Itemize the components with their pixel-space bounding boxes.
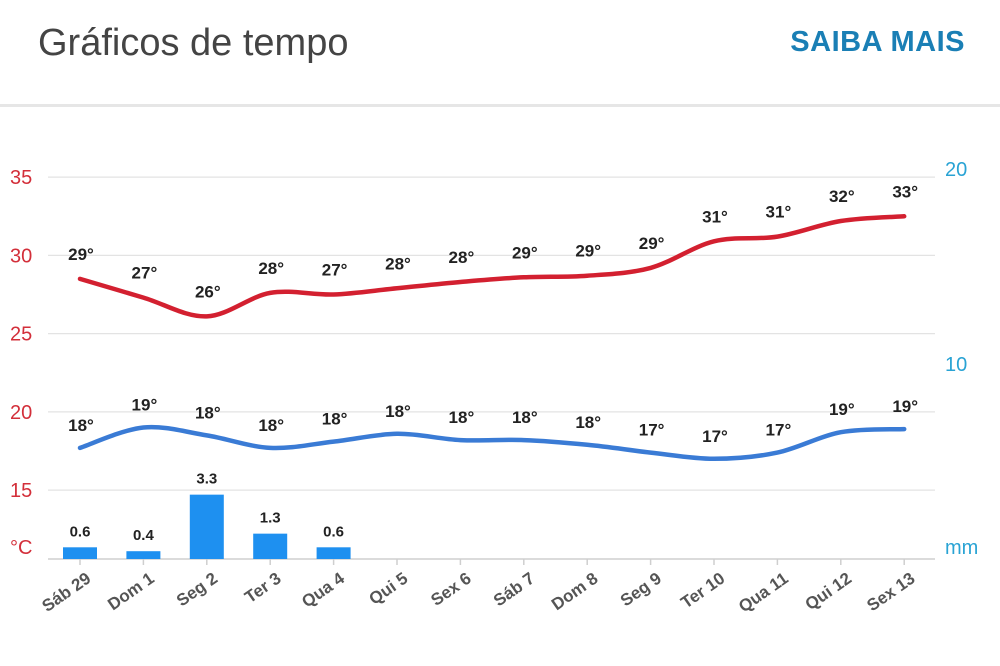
min-temp-label: 17° (639, 421, 665, 440)
saiba-mais-link[interactable]: SAIBA MAIS (790, 26, 965, 58)
left-tick-label: 30 (10, 245, 32, 267)
rain-bar (253, 533, 288, 559)
max-temp-label: 32° (829, 187, 855, 206)
x-tick-label: Sáb 29 (38, 569, 94, 616)
max-temp-label: 26° (195, 282, 221, 301)
min-temp-label: 18° (512, 408, 538, 427)
x-tick-label: Ter 10 (677, 569, 728, 613)
x-tick-label: Sex 13 (863, 569, 918, 615)
min-temp-label: 18° (258, 416, 284, 435)
page-title: Gráficos de tempo (38, 22, 349, 64)
data-labels: 29° 27° 26° 28° 27° 28° 28° 29° 29° 29° 31° 31° 32° 3… (68, 182, 918, 544)
min-temp-label: 18° (195, 403, 221, 422)
right-tick-label: 20 (945, 159, 967, 181)
header-divider (0, 104, 1000, 107)
x-tick-label: Qua 4 (298, 568, 348, 611)
x-tick-label: Dom 8 (548, 569, 601, 614)
min-temp-label: 19° (829, 400, 855, 419)
x-tick-label: Qua 11 (735, 569, 792, 617)
max-temp-label: 33° (892, 182, 918, 201)
min-temp-label: 18° (449, 408, 475, 427)
max-temp-label: 29° (575, 242, 601, 261)
min-temp-label: 17° (702, 427, 728, 446)
max-temp-label: 27° (132, 264, 158, 283)
x-tick-label: Ter 3 (241, 569, 284, 607)
left-tick-label: 25 (10, 324, 32, 346)
rain-label: 0.4 (133, 527, 155, 544)
right-axis-unit: mm (945, 537, 978, 559)
max-temp-label: 29° (639, 234, 665, 253)
rain-label: 3.3 (196, 471, 217, 488)
rain-bar (189, 494, 224, 559)
x-tick-label: Qui 5 (366, 569, 412, 609)
x-tick-label: Sex 6 (427, 569, 474, 610)
header: Gráficos de tempo SAIBA MAIS (0, 0, 1000, 105)
axes: °C mm 35 30 25 20 15 20 10 Sáb 29 Dom 1 Seg 2 Ter … (10, 159, 978, 616)
x-tick-label: Qui 12 (802, 569, 855, 614)
rain-bar (316, 547, 351, 559)
grid (48, 176, 935, 565)
right-tick-label: 10 (945, 354, 967, 376)
rain-label: 1.3 (260, 510, 281, 527)
min-temp-label: 18° (385, 402, 411, 421)
rain-label: 0.6 (70, 523, 91, 540)
rain-bar (126, 551, 161, 559)
x-tick-label: Sáb 7 (490, 569, 538, 611)
min-temp-label: 18° (68, 416, 94, 435)
max-temp-label: 28° (258, 259, 284, 278)
min-temp-label: 19° (132, 396, 158, 415)
x-tick-label: Seg 9 (617, 569, 665, 611)
max-temp-label: 31° (702, 207, 728, 226)
left-axis-unit: °C (10, 537, 32, 559)
min-temp-label: 18° (575, 413, 601, 432)
max-temp-label: 28° (385, 254, 411, 273)
min-temp-label: 18° (322, 410, 348, 429)
x-tick-label: Dom 1 (104, 569, 157, 614)
left-tick-label: 35 (10, 167, 32, 189)
max-temp-label: 29° (68, 245, 94, 264)
rain-bars (63, 494, 351, 559)
max-temp-label: 28° (449, 248, 475, 267)
max-temp-label: 27° (322, 261, 348, 280)
max-temp-label: 31° (766, 203, 792, 222)
left-tick-label: 15 (10, 480, 32, 502)
rain-bar (63, 547, 97, 559)
left-tick-label: 20 (10, 402, 32, 424)
temperature-lines (77, 214, 907, 462)
min-temp-label: 17° (766, 421, 792, 440)
min-temp-label: 19° (892, 397, 918, 416)
x-tick-label: Seg 2 (173, 569, 221, 611)
rain-label: 0.6 (323, 523, 344, 540)
max-temp-label: 29° (512, 243, 538, 262)
